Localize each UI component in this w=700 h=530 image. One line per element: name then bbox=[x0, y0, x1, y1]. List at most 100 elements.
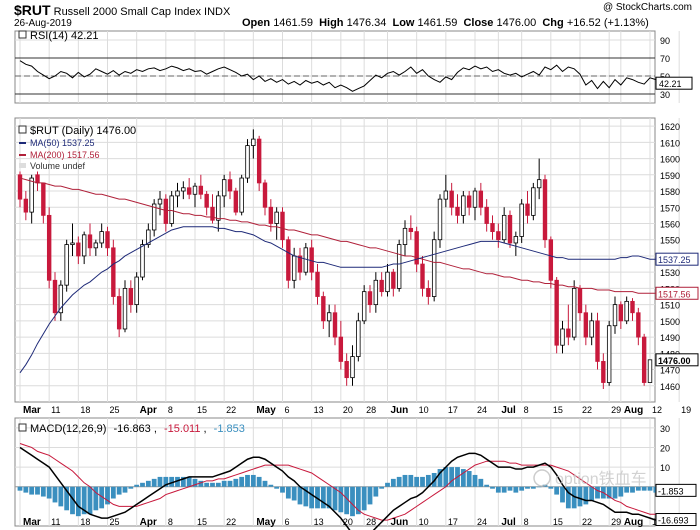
exchange: INDX bbox=[204, 6, 231, 18]
candlestick bbox=[29, 174, 34, 224]
macd-histogram-bar bbox=[472, 474, 478, 487]
candlestick bbox=[443, 174, 449, 208]
candlestick bbox=[466, 191, 472, 216]
x-tick-label: 22 bbox=[226, 405, 236, 415]
x-tick-label: Mar bbox=[23, 405, 41, 416]
candle-body bbox=[286, 239, 291, 281]
candlestick bbox=[204, 191, 209, 216]
chg-value: +16.52 (+1.13%) bbox=[566, 17, 649, 29]
candlestick bbox=[478, 182, 484, 216]
candle-body bbox=[501, 214, 507, 241]
symbol-title: $RUT Russell 2000 Small Cap Index INDX bbox=[14, 2, 230, 18]
macd-histogram-bar bbox=[221, 480, 227, 487]
candlestick bbox=[227, 171, 233, 200]
candlestick bbox=[484, 199, 489, 232]
macd-histogram-bar bbox=[192, 478, 198, 487]
candlestick bbox=[461, 191, 466, 224]
macd-histogram-bar bbox=[495, 486, 501, 493]
macd-histogram-bar bbox=[151, 478, 157, 487]
macd-histogram-bar bbox=[145, 480, 151, 487]
candlestick bbox=[286, 236, 291, 289]
macd-histogram-bar bbox=[390, 478, 396, 487]
macd-histogram-bar bbox=[414, 476, 420, 487]
candle-body bbox=[420, 263, 425, 289]
macd-histogram-bar bbox=[606, 486, 612, 499]
candlestick bbox=[595, 312, 600, 370]
candlestick bbox=[571, 280, 577, 341]
candle-body bbox=[134, 276, 139, 306]
macd-histogram-bar bbox=[332, 486, 338, 511]
candle-body bbox=[163, 198, 169, 224]
x-tick-label: 6 bbox=[285, 405, 290, 415]
candle-body bbox=[385, 271, 390, 293]
x-tick-label: 13 bbox=[314, 517, 324, 527]
macd-histogram-bar bbox=[105, 486, 110, 505]
x-tick-label: 10 bbox=[419, 517, 429, 527]
macd-histogram-bar bbox=[344, 486, 350, 515]
candle-body bbox=[414, 231, 419, 265]
candlestick bbox=[385, 264, 390, 297]
x-tick-label: 22 bbox=[582, 405, 592, 415]
candlestick bbox=[449, 182, 454, 216]
macd-histogram-bar bbox=[186, 476, 192, 487]
candlestick bbox=[99, 223, 104, 248]
candle-body bbox=[396, 244, 402, 289]
macd-histogram-bar bbox=[373, 486, 379, 497]
ma50-line bbox=[19, 226, 662, 374]
candlestick bbox=[624, 296, 629, 325]
candle-body bbox=[554, 279, 559, 346]
candlestick bbox=[519, 199, 524, 243]
candle-body bbox=[542, 179, 548, 241]
macd-histogram-bar bbox=[210, 482, 215, 487]
macd-histogram-bar bbox=[198, 480, 204, 487]
macd-histogram-bar bbox=[134, 484, 140, 487]
candle-body bbox=[367, 291, 373, 306]
macd-histogram-bar bbox=[571, 486, 577, 509]
candle-body bbox=[116, 296, 122, 330]
candlestick bbox=[501, 207, 507, 243]
macd-histogram-bar bbox=[29, 486, 35, 495]
price-tick-label: 1460 bbox=[660, 382, 680, 392]
candle-body bbox=[455, 206, 460, 216]
candle-body bbox=[344, 361, 349, 379]
price-tick-label: 1610 bbox=[660, 138, 680, 148]
candlestick bbox=[70, 223, 75, 256]
candlestick bbox=[52, 272, 58, 321]
candlestick bbox=[297, 247, 303, 281]
candle-body bbox=[157, 198, 163, 205]
candle-body bbox=[181, 187, 186, 192]
candlestick bbox=[606, 320, 612, 386]
price-tick-label: 1510 bbox=[660, 301, 680, 311]
candlestick bbox=[338, 320, 344, 370]
candlestick bbox=[128, 280, 134, 313]
macd-histogram-bar bbox=[490, 486, 495, 489]
macd-signal-line bbox=[19, 443, 662, 521]
x-tick-label: Jun bbox=[391, 405, 409, 416]
x-tick-label: 8 bbox=[524, 405, 529, 415]
macd-histogram-bar bbox=[338, 486, 344, 513]
candlestick bbox=[239, 174, 244, 216]
candlestick bbox=[163, 194, 169, 232]
candle-body bbox=[647, 359, 653, 383]
macd-line bbox=[19, 446, 662, 530]
candlestick bbox=[169, 191, 174, 227]
x-tick-label: 22 bbox=[226, 517, 236, 527]
candlestick bbox=[554, 277, 559, 354]
candlestick bbox=[402, 220, 408, 256]
candle-body bbox=[472, 190, 478, 208]
macd-histogram-bar bbox=[326, 486, 332, 509]
x-tick-label: 25 bbox=[110, 405, 120, 415]
candlestick bbox=[350, 345, 355, 386]
macd-histogram-bar bbox=[443, 467, 449, 487]
open-label: Open bbox=[242, 17, 271, 29]
macd-tick-label: 20 bbox=[660, 443, 670, 453]
macd-histogram-bar bbox=[52, 486, 58, 503]
candle-body bbox=[169, 195, 174, 224]
candlestick bbox=[379, 272, 384, 297]
candlestick bbox=[601, 353, 606, 390]
x-tick-label: Apr bbox=[140, 405, 157, 416]
macd-histogram-bar bbox=[157, 476, 163, 487]
candlestick bbox=[23, 191, 29, 221]
candle-body bbox=[297, 255, 303, 273]
candlestick bbox=[58, 280, 64, 321]
